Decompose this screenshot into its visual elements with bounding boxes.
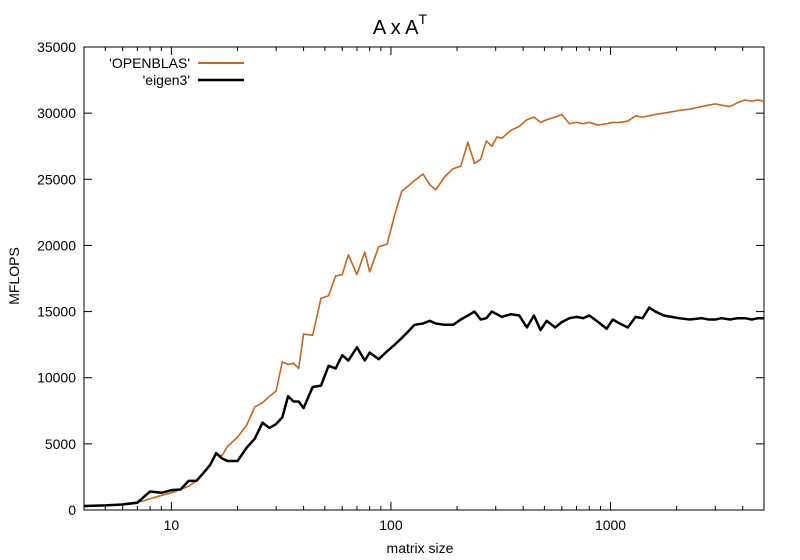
y-tick-label: 15000 <box>37 304 76 320</box>
series-lines <box>83 99 765 508</box>
series-line-openblas <box>83 99 765 508</box>
x-axis-label: matrix size <box>387 540 454 556</box>
y-tick-label: 25000 <box>37 171 76 187</box>
y-tick-label: 10000 <box>37 370 76 386</box>
axes <box>83 46 765 511</box>
ticks: 0 5000 10000 15000 20000 25000 30000 35000 10 100… <box>37 39 765 533</box>
y-tick-label: 30000 <box>37 105 76 121</box>
chart-title: A x AT <box>373 11 428 39</box>
x-tick-label: 1000 <box>595 517 626 533</box>
y-tick-label: 35000 <box>37 39 76 55</box>
legend-label-eigen3: 'eigen3' <box>143 72 190 88</box>
y-tick-label: 20000 <box>37 237 76 253</box>
x-tick-label: 100 <box>379 517 403 533</box>
y-tick-label: 5000 <box>45 436 76 452</box>
x-tick-label: 10 <box>164 517 180 533</box>
legend: 'OPENBLAS' 'eigen3' <box>109 55 244 88</box>
plot-frame <box>83 46 765 511</box>
series-line-eigen3 <box>83 306 764 508</box>
legend-label-openblas: 'OPENBLAS' <box>109 55 190 71</box>
y-axis-label: MFLOPS <box>6 247 22 305</box>
chart-title-superscript: T <box>419 11 428 27</box>
y-tick-label: 0 <box>68 502 76 518</box>
